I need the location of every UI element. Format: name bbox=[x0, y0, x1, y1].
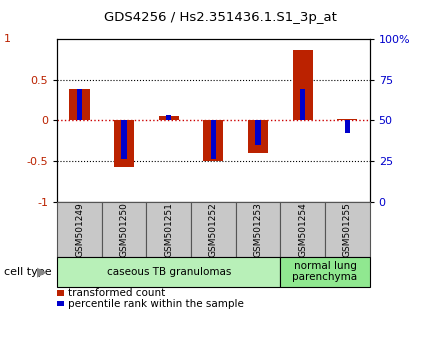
Text: GSM501255: GSM501255 bbox=[343, 202, 352, 257]
Bar bbox=[159, 116, 179, 120]
Bar bbox=[236, 202, 280, 257]
Text: GSM501253: GSM501253 bbox=[253, 202, 263, 257]
Bar bbox=[337, 119, 357, 120]
Text: GSM501250: GSM501250 bbox=[120, 202, 128, 257]
Text: GSM501252: GSM501252 bbox=[209, 202, 218, 257]
Bar bbox=[280, 257, 370, 287]
Bar bbox=[57, 202, 102, 257]
Text: GDS4256 / Hs2.351436.1.S1_3p_at: GDS4256 / Hs2.351436.1.S1_3p_at bbox=[103, 11, 337, 24]
Text: ▶: ▶ bbox=[37, 265, 47, 278]
Bar bbox=[300, 90, 305, 120]
Bar bbox=[102, 202, 147, 257]
Bar bbox=[166, 115, 172, 120]
Text: cell type: cell type bbox=[4, 267, 52, 277]
Text: GSM501254: GSM501254 bbox=[298, 202, 307, 257]
Text: caseous TB granulomas: caseous TB granulomas bbox=[106, 267, 231, 277]
Text: GSM501251: GSM501251 bbox=[164, 202, 173, 257]
Bar bbox=[293, 50, 313, 120]
Bar bbox=[345, 120, 350, 133]
Bar bbox=[203, 120, 224, 161]
Bar bbox=[77, 90, 82, 120]
Bar bbox=[211, 120, 216, 159]
Bar bbox=[57, 257, 280, 287]
Bar bbox=[114, 120, 134, 167]
Bar bbox=[280, 202, 325, 257]
Bar bbox=[147, 202, 191, 257]
Bar bbox=[325, 202, 370, 257]
Bar bbox=[255, 120, 261, 145]
Text: percentile rank within the sample: percentile rank within the sample bbox=[68, 298, 244, 308]
Bar bbox=[121, 120, 127, 159]
Bar bbox=[191, 202, 236, 257]
Text: GSM501249: GSM501249 bbox=[75, 202, 84, 257]
Text: 1: 1 bbox=[4, 34, 10, 44]
Text: normal lung
parenchyma: normal lung parenchyma bbox=[293, 261, 358, 282]
Bar bbox=[70, 90, 90, 120]
Text: transformed count: transformed count bbox=[68, 288, 165, 298]
Bar bbox=[248, 120, 268, 153]
